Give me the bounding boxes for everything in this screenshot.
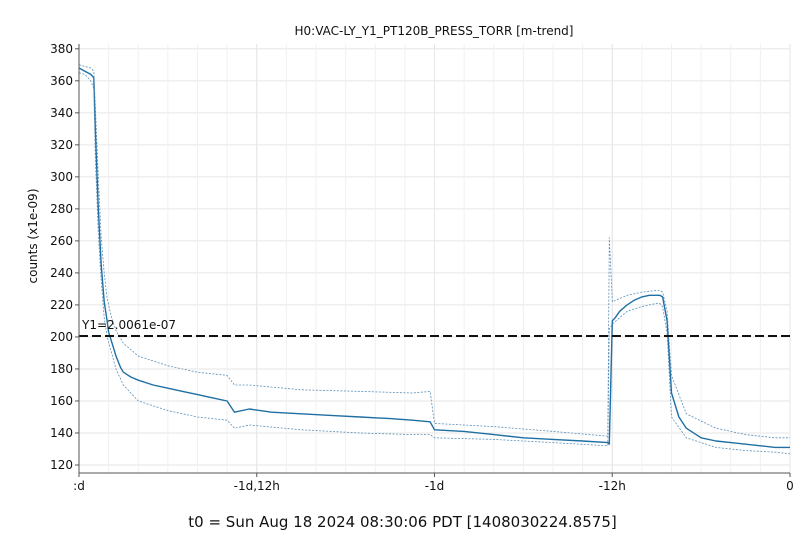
- y-tick-label: 160: [50, 394, 73, 408]
- y-tick-label: 300: [50, 170, 73, 184]
- y-tick-label: 320: [50, 138, 73, 152]
- x-tick-label: -1d: [425, 479, 445, 493]
- y-tick-label: 360: [50, 74, 73, 88]
- y-tick-label: 240: [50, 266, 73, 280]
- y-axis-label: counts (x1e-09): [26, 188, 40, 283]
- x-tick-label: :d: [73, 479, 85, 493]
- x-tick-label: -1d,12h: [234, 479, 280, 493]
- x-tick-label: 0: [786, 479, 794, 493]
- reference-layer: Y1=2.0061e-07: [79, 318, 790, 337]
- series-line-mean: [78, 67, 790, 449]
- reference-line-label: Y1=2.0061e-07: [81, 318, 176, 332]
- axes: [75, 44, 791, 477]
- series-layer: [78, 64, 791, 455]
- x-tick-label: -12h: [599, 479, 626, 493]
- y-tick-label: 340: [50, 106, 73, 120]
- y-tick-label: 180: [50, 362, 73, 376]
- y-tick-label: 260: [50, 234, 73, 248]
- tick-labels: 120 140 160 180 200 220 240 260 280 300 320 340 360 3…: [50, 42, 794, 493]
- y-tick-label: 380: [50, 42, 73, 56]
- t0-footer: t0 = Sun Aug 18 2024 08:30:06 PDT [14080…: [188, 513, 617, 531]
- grid-lines: [78, 44, 791, 473]
- y-tick-label: 140: [50, 426, 73, 440]
- series-line-max: [78, 64, 790, 439]
- y-tick-label: 120: [50, 458, 73, 472]
- y-tick-label: 220: [50, 298, 73, 312]
- chart-title: H0:VAC-LY_Y1_PT120B_PRESS_TORR [m-trend]: [295, 24, 574, 38]
- y-tick-label: 280: [50, 202, 73, 216]
- y-tick-label: 200: [50, 330, 73, 344]
